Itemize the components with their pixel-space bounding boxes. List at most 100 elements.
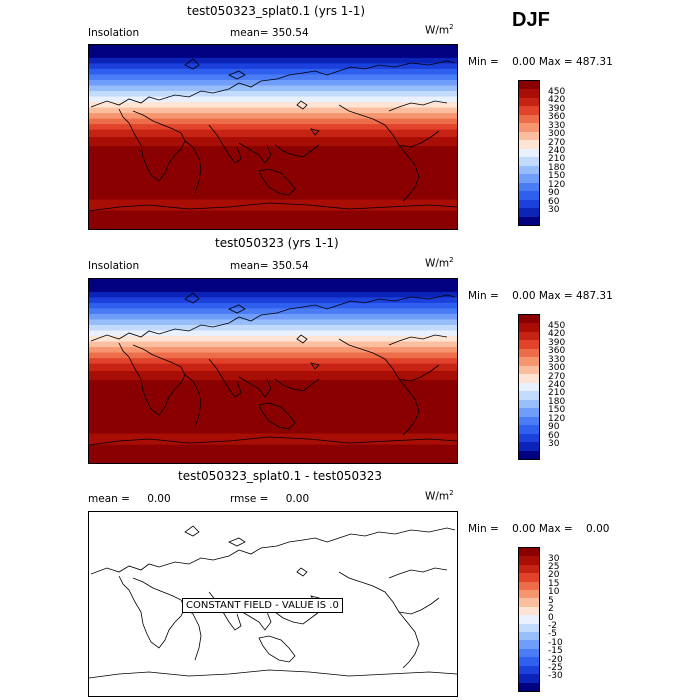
colorbar-level-label: 30: [548, 553, 560, 564]
colorbar-swatch: [519, 357, 539, 366]
colorbar-swatch: [519, 114, 539, 124]
coastline: [184, 525, 200, 537]
panel1-mean-value: 350.54: [271, 27, 309, 39]
colorbar-level-label: 90: [548, 422, 560, 433]
colorbar-swatch: [519, 450, 539, 459]
panel2-units: W/m2: [425, 257, 454, 269]
colorbar-swatch: [519, 648, 539, 658]
colorbar-swatch: [519, 323, 539, 332]
insolation-band: [89, 63, 457, 70]
colorbar-swatch: [519, 216, 539, 225]
coastline: [208, 124, 242, 164]
colorbar-level-label: 300: [548, 363, 566, 374]
panel2-minmax: Min = 0.00 Max = 487.31: [468, 291, 613, 302]
coastline: [184, 607, 202, 661]
insolation-band: [89, 85, 457, 92]
insolation-band: [89, 45, 457, 59]
coastline: [90, 549, 240, 575]
units-text: W/m: [425, 490, 450, 503]
panel2-map: [88, 278, 458, 464]
insolation-band: [89, 102, 457, 109]
insolation-band: [89, 297, 457, 304]
coastline: [89, 669, 457, 679]
insolation-band: [89, 279, 457, 293]
colorbar-level-label: 300: [548, 129, 566, 140]
colorbar-level-label: 150: [548, 405, 566, 416]
coastline: [388, 100, 448, 112]
panel2-max-value: 487.31: [576, 290, 613, 302]
coastline: [184, 140, 202, 194]
panel2-map-svg: [89, 279, 457, 463]
coastline: [296, 334, 308, 344]
panel3-rmse-value: 0.00: [285, 493, 310, 505]
colorbar-swatch: [519, 97, 539, 107]
colorbar-level-label: 150: [548, 171, 566, 182]
insolation-band: [89, 433, 457, 446]
panel2-field-label: Insolation: [88, 260, 140, 272]
colorbar-level-label: -15: [548, 646, 563, 657]
colorbar-swatch: [519, 106, 539, 115]
colorbar-level-label: 270: [548, 137, 566, 148]
coastline: [398, 597, 440, 615]
colorbar-swatch: [519, 640, 539, 649]
insolation-band: [89, 380, 457, 435]
coastline: [238, 376, 272, 398]
colorbar-swatch: [519, 657, 539, 666]
colorbar-swatch: [519, 208, 539, 217]
colorbar-level-label: 60: [548, 196, 560, 207]
colorbar-level-label: 420: [548, 95, 566, 106]
colorbar-swatch: [519, 382, 539, 392]
panel1-minmax: Min = 0.00 Max = 487.31: [468, 57, 613, 68]
panel2-colorbar: [518, 314, 540, 460]
colorbar-swatch: [519, 348, 539, 358]
panel1-mean: mean= 350.54: [230, 28, 309, 39]
coastline: [388, 567, 448, 579]
colorbar-swatch: [519, 425, 539, 434]
insolation-band: [89, 325, 457, 332]
insolation-band: [89, 96, 457, 103]
colorbar-level-label: -2: [548, 620, 557, 631]
colorbar-level-label: 330: [548, 120, 566, 131]
colorbar-level-label: 120: [548, 179, 566, 190]
coastline: [208, 358, 242, 398]
colorbar-level-label: -25: [548, 662, 563, 673]
colorbar-swatch: [519, 391, 539, 400]
colorbar-level-label: 450: [548, 320, 566, 331]
coastline: [296, 100, 308, 110]
colorbar-level-label: 240: [548, 380, 566, 390]
panel3-mean-value: 0.00: [147, 493, 171, 505]
coastline: [274, 378, 320, 392]
coastline: [338, 571, 420, 669]
season-label: DJF: [512, 9, 550, 31]
colorbar-level-label: 20: [548, 570, 560, 581]
colorbar-level-label: 270: [548, 371, 566, 382]
colorbar-level-label: 5: [548, 595, 554, 606]
colorbar-swatch: [519, 581, 539, 591]
colorbar-swatch: [519, 174, 539, 183]
coastline: [274, 144, 320, 158]
coastline: [90, 316, 240, 342]
colorbar-swatch: [519, 131, 539, 141]
colorbar-level-label: 15: [548, 578, 560, 589]
coastline: [89, 436, 457, 446]
insolation-band: [89, 57, 457, 64]
units-sup: 2: [449, 489, 454, 497]
colorbar-swatch: [519, 140, 539, 149]
colorbar-level-label: 210: [548, 154, 566, 165]
colorbar-level-label: 2: [548, 604, 554, 615]
insolation-band: [89, 347, 457, 354]
colorbar-level-label: 180: [548, 396, 566, 407]
colorbar-level-label: 240: [548, 146, 566, 156]
colorbar-swatch: [519, 682, 539, 691]
insolation-band: [89, 352, 457, 359]
coastline: [184, 374, 202, 428]
colorbar-swatch: [519, 165, 539, 175]
colorbar-swatch: [519, 365, 539, 375]
coastline: [228, 537, 246, 547]
colorbar-swatch: [519, 416, 539, 426]
units-text: W/m: [425, 24, 450, 37]
insolation-band: [89, 68, 457, 75]
coastline: [238, 60, 456, 88]
panel3-max-value: 0.00: [586, 523, 610, 535]
coastline: [258, 168, 296, 196]
